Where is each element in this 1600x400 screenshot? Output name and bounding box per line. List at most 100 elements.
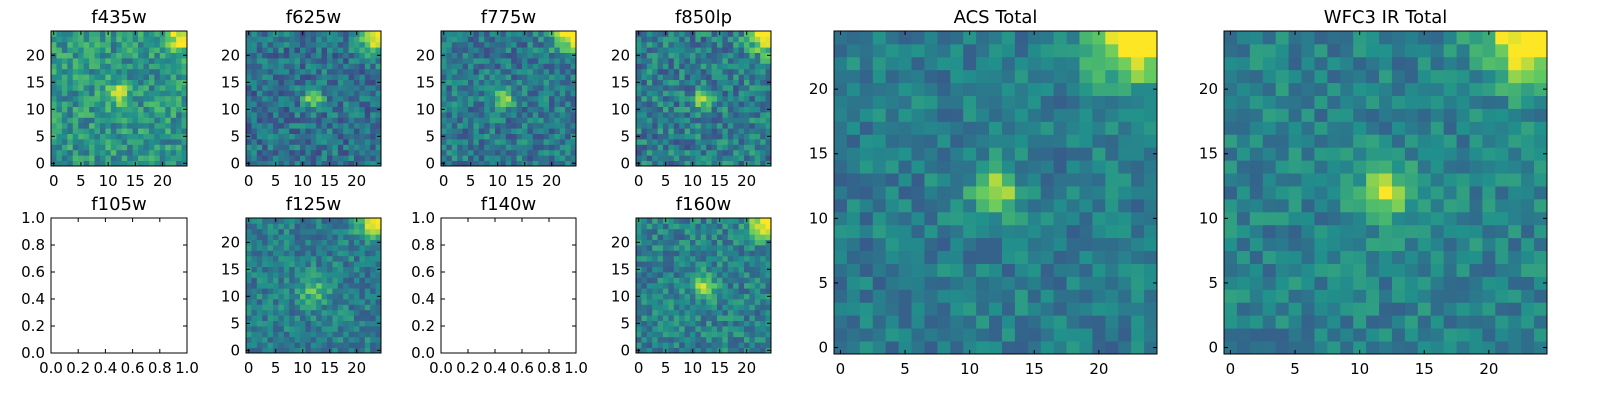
heatmap-cell	[679, 336, 685, 343]
heatmap-cell	[1053, 56, 1067, 71]
heatmap-cell	[105, 52, 112, 59]
heatmap-cell	[67, 160, 74, 167]
heatmap-cell	[652, 117, 658, 124]
heatmap-cell	[1456, 315, 1470, 329]
heatmap-cell	[522, 41, 528, 48]
heatmap-cell	[256, 336, 263, 343]
heatmap-cell	[641, 293, 648, 300]
heatmap-cell	[684, 304, 691, 311]
heatmap-cell	[176, 31, 182, 37]
heatmap-cell	[256, 101, 263, 107]
heatmap-cell	[305, 245, 312, 251]
heatmap-cell	[116, 128, 123, 134]
heatmap-cell	[657, 112, 664, 118]
heatmap-cell	[348, 79, 355, 86]
heatmap-cell	[1430, 341, 1445, 355]
heatmap-cell	[652, 250, 658, 257]
heatmap-cell	[549, 79, 555, 86]
heatmap-cell	[262, 117, 268, 124]
heatmap-cell	[310, 122, 317, 129]
heatmap-cell	[273, 288, 279, 294]
heatmap-cell	[668, 245, 675, 251]
heatmap-cell	[154, 112, 161, 118]
heatmap-cell	[500, 31, 507, 37]
heatmap-cell	[657, 47, 664, 53]
heatmap-cell	[327, 41, 333, 48]
heatmap-cell	[760, 304, 766, 311]
heatmap-cell	[105, 36, 112, 43]
heatmap-cell	[711, 320, 718, 327]
heatmap-cell	[668, 31, 675, 37]
heatmap-cell	[749, 90, 756, 97]
heatmap-cell	[354, 112, 360, 118]
heatmap-cell	[538, 68, 544, 75]
heatmap-cell	[673, 52, 680, 59]
heatmap-cell	[1469, 250, 1483, 264]
heatmap-cell	[976, 237, 990, 252]
heatmap-cell	[121, 106, 128, 113]
heatmap-cell	[332, 326, 339, 332]
heatmap-cell	[348, 239, 355, 246]
heatmap-cell	[722, 331, 729, 338]
heatmap-cell	[332, 315, 339, 321]
heatmap-cell	[1404, 276, 1419, 290]
heatmap-cell	[679, 112, 685, 118]
heatmap-cell	[663, 112, 669, 118]
heatmap-cell	[834, 341, 848, 355]
heatmap-cell	[67, 68, 74, 75]
heatmap-cell	[711, 58, 718, 64]
heatmap-cell	[963, 237, 977, 252]
heatmap-cell	[679, 326, 685, 332]
heatmap-cell	[300, 74, 306, 80]
heatmap-cell	[310, 331, 317, 338]
heatmap-cell	[727, 95, 734, 102]
heatmap-cell	[765, 261, 772, 267]
heatmap-cell	[657, 160, 664, 167]
heatmap-cell	[500, 63, 507, 70]
heatmap-cell	[354, 63, 360, 70]
heatmap-cell	[451, 52, 458, 59]
heatmap-cell	[181, 47, 188, 53]
heatmap-cell	[711, 277, 718, 284]
heatmap-cell	[462, 63, 469, 70]
heatmap-cell	[1482, 263, 1496, 277]
heatmap-cell	[1105, 121, 1119, 135]
heatmap-cell	[1001, 315, 1016, 329]
heatmap-cell	[327, 144, 333, 151]
heatmap-cell	[294, 234, 301, 240]
heatmap-cell	[273, 293, 279, 300]
heatmap-cell	[262, 315, 268, 321]
heatmap-cell	[722, 255, 729, 262]
heatmap-cell	[652, 41, 658, 48]
heatmap-cell	[332, 320, 339, 327]
heatmap-cell	[505, 122, 512, 129]
heatmap-cell	[94, 68, 101, 75]
heatmap-cell	[262, 272, 268, 278]
heatmap-cell	[262, 36, 268, 43]
heatmap-cell	[327, 250, 333, 257]
heatmap-cell	[321, 315, 328, 321]
heatmap-cell	[846, 263, 861, 277]
heatmap-cell	[1353, 328, 1367, 342]
heatmap-cell	[695, 128, 702, 134]
heatmap-cell	[754, 277, 761, 284]
heatmap-cell	[989, 263, 1003, 277]
heatmap-cell	[132, 122, 139, 129]
heatmap-cell	[348, 133, 355, 140]
heatmap-cell	[451, 160, 458, 167]
heatmap-cell	[159, 128, 166, 134]
heatmap-cell	[375, 228, 382, 235]
heatmap-cell	[72, 160, 79, 167]
heatmap-cell	[911, 31, 925, 45]
heatmap-cell	[89, 112, 95, 118]
heatmap-cell	[641, 155, 648, 161]
heatmap-cell	[348, 250, 355, 257]
heatmap-cell	[505, 47, 512, 53]
heatmap-cell	[673, 266, 680, 273]
heatmap-cell	[305, 347, 312, 354]
heatmap-cell	[527, 31, 534, 37]
heatmap-cell	[754, 106, 761, 113]
heatmap-cell	[495, 144, 501, 151]
heatmap-cell	[1275, 302, 1289, 316]
heatmap-cell	[859, 95, 874, 109]
